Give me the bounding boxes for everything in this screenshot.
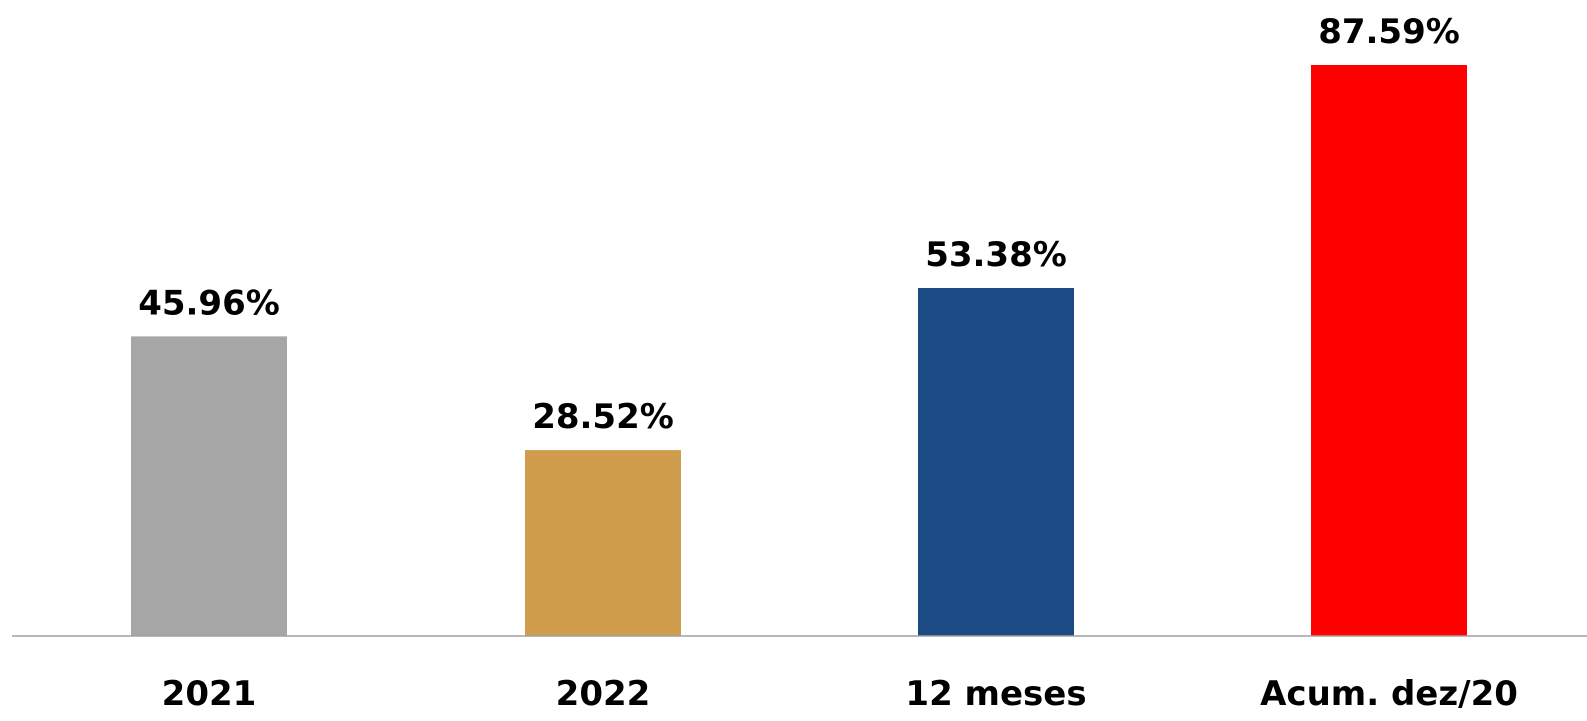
category-labels-group: 2021 2022 12 meses Acum. dez/20 (162, 674, 1518, 714)
category-label-4: Acum. dez/20 (1260, 674, 1518, 714)
value-labels-group: 45.96% 28.52% 53.38% 87.59% (138, 12, 1460, 437)
category-label-2: 2022 (556, 674, 651, 714)
value-label-3: 53.38% (925, 235, 1067, 275)
category-label-3: 12 meses (905, 674, 1086, 714)
value-label-4: 87.59% (1318, 12, 1460, 52)
bar-4 (1311, 65, 1467, 636)
bars-group (131, 65, 1467, 636)
bar-1 (131, 336, 287, 636)
value-label-2: 28.52% (532, 397, 674, 437)
category-label-1: 2021 (162, 674, 257, 714)
value-label-1: 45.96% (138, 283, 280, 323)
bar-3 (918, 288, 1074, 636)
bar-2 (525, 450, 681, 636)
